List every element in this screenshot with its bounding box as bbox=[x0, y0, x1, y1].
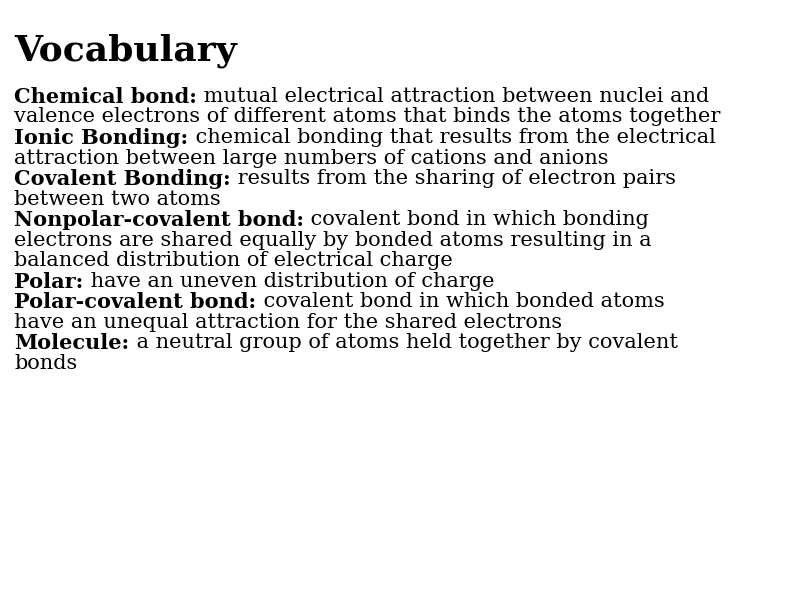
Text: Nonpolar-covalent bond:: Nonpolar-covalent bond: bbox=[14, 210, 304, 230]
Text: have an unequal attraction for the shared electrons: have an unequal attraction for the share… bbox=[14, 313, 562, 332]
Text: attraction between large numbers of cations and anions: attraction between large numbers of cati… bbox=[14, 149, 609, 167]
Text: a neutral group of atoms held together by covalent: a neutral group of atoms held together b… bbox=[130, 333, 678, 352]
Text: chemical bonding that results from the electrical: chemical bonding that results from the e… bbox=[189, 128, 715, 147]
Text: Chemical bond:: Chemical bond: bbox=[14, 87, 198, 107]
Text: bonds: bonds bbox=[14, 353, 78, 373]
Text: balanced distribution of electrical charge: balanced distribution of electrical char… bbox=[14, 251, 453, 270]
Text: Vocabulary: Vocabulary bbox=[14, 33, 237, 67]
Text: results from the sharing of electron pairs: results from the sharing of electron pai… bbox=[231, 169, 676, 188]
Text: Covalent Bonding:: Covalent Bonding: bbox=[14, 169, 231, 189]
Text: mutual electrical attraction between nuclei and: mutual electrical attraction between nuc… bbox=[198, 87, 710, 106]
Text: Ionic Bonding:: Ionic Bonding: bbox=[14, 128, 189, 148]
Text: Polar:: Polar: bbox=[14, 271, 84, 292]
Text: covalent bond in which bonded atoms: covalent bond in which bonded atoms bbox=[257, 292, 664, 311]
Text: valence electrons of different atoms that binds the atoms together: valence electrons of different atoms tha… bbox=[14, 107, 721, 127]
Text: Molecule:: Molecule: bbox=[14, 333, 130, 353]
Text: Polar-covalent bond:: Polar-covalent bond: bbox=[14, 292, 257, 312]
Text: between two atoms: between two atoms bbox=[14, 190, 221, 209]
Text: electrons are shared equally by bonded atoms resulting in a: electrons are shared equally by bonded a… bbox=[14, 230, 652, 250]
Text: covalent bond in which bonding: covalent bond in which bonding bbox=[304, 210, 650, 229]
Text: have an uneven distribution of charge: have an uneven distribution of charge bbox=[84, 271, 494, 290]
